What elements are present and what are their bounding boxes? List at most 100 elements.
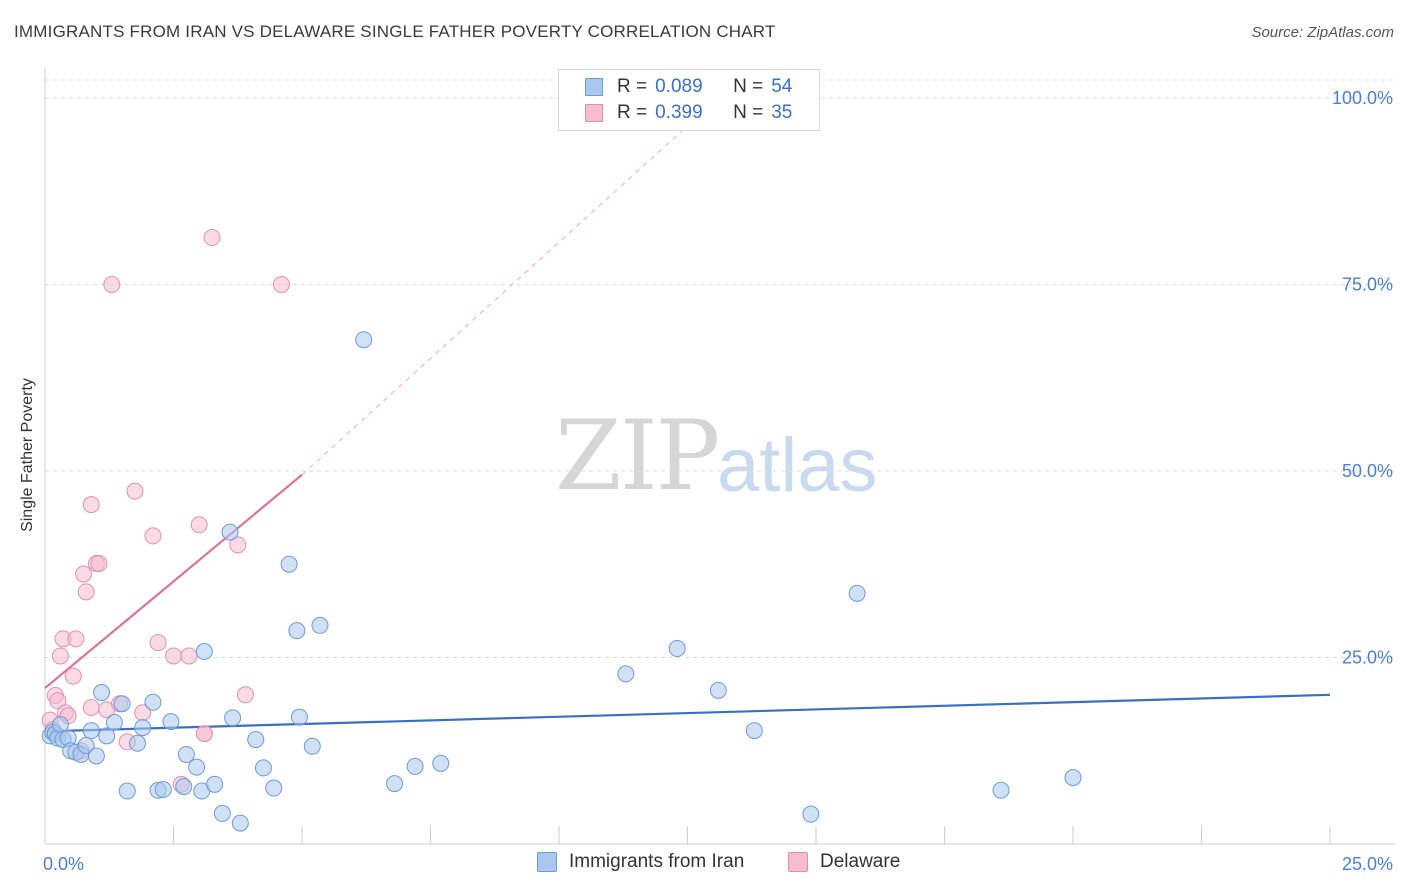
point-iran (745, 722, 763, 740)
axes (44, 68, 1395, 845)
point-iran (288, 622, 306, 640)
point-iran (98, 727, 116, 745)
x-tick-label: 0.0% (43, 854, 84, 874)
point-iran (221, 523, 239, 541)
point-iran (177, 745, 195, 763)
point-delaware (190, 516, 208, 534)
point-delaware (82, 496, 100, 514)
point-iran (118, 782, 136, 800)
data-points (41, 229, 1082, 832)
point-iran (355, 331, 373, 349)
point-iran (802, 805, 820, 823)
point-iran (709, 681, 727, 699)
point-iran (254, 759, 272, 777)
legend-r-value: 0.089 (655, 76, 703, 97)
point-iran (280, 555, 298, 573)
point-iran (206, 775, 224, 793)
point-iran (188, 758, 206, 776)
legend-swatch-delaware (788, 852, 808, 872)
point-delaware (64, 667, 82, 685)
x-tick-label: 25.0% (1342, 854, 1393, 874)
legend-swatch-iran (537, 852, 557, 872)
point-iran (311, 616, 329, 634)
point-iran (175, 778, 193, 796)
point-iran (213, 804, 231, 822)
legend-swatch-delaware (585, 104, 603, 122)
legend-label-iran: Immigrants from Iran (569, 851, 745, 872)
point-delaware (77, 583, 95, 601)
point-delaware (126, 482, 144, 500)
legend-r-label: R = (617, 76, 648, 97)
legend-r-label: R = (617, 102, 648, 123)
legend-label-delaware: Delaware (820, 851, 901, 872)
point-delaware (236, 686, 254, 704)
trend-lines (44, 97, 1331, 733)
point-iran (162, 713, 180, 731)
point-delaware (149, 634, 167, 652)
legend-n-value: 54 (771, 76, 793, 97)
point-delaware (49, 692, 67, 710)
point-iran (105, 713, 123, 731)
point-iran (432, 754, 450, 772)
legend-n-label: N = (733, 102, 764, 123)
point-iran (247, 731, 265, 749)
point-delaware (203, 229, 221, 247)
y-tick-label: 50.0% (1342, 461, 1393, 481)
legend-r-value: 0.399 (655, 102, 703, 123)
point-delaware (195, 725, 213, 743)
point-delaware (103, 276, 121, 293)
trend-line-delaware (44, 473, 303, 689)
point-iran (134, 719, 152, 737)
point-iran (82, 722, 100, 740)
point-iran (129, 734, 147, 752)
point-iran (93, 684, 111, 702)
point-delaware (51, 647, 69, 665)
legend-row-iran: R = 0.089 N = 54 (585, 75, 792, 99)
legend-n-label: N = (733, 76, 764, 97)
legend-n-value: 35 (771, 102, 793, 123)
source-label: Source: ZipAtlas.com (1251, 24, 1394, 41)
y-tick-label: 75.0% (1342, 275, 1393, 295)
point-iran (87, 747, 105, 765)
point-delaware (180, 647, 198, 665)
point-iran (195, 643, 213, 661)
point-iran (144, 693, 162, 711)
point-iran (224, 709, 242, 727)
point-iran (303, 737, 321, 755)
legend-item-iran[interactable]: Immigrants from Iran (537, 851, 744, 873)
legend-swatch-iran (585, 78, 603, 96)
point-delaware (272, 276, 290, 293)
y-tick-label: 25.0% (1342, 648, 1393, 668)
point-iran (1064, 769, 1082, 787)
point-iran (290, 708, 308, 726)
point-iran (992, 781, 1010, 799)
point-iran (668, 640, 686, 658)
point-delaware (90, 555, 108, 573)
series-legend: Immigrants from Iran Delaware (0, 851, 1406, 879)
point-delaware (82, 698, 100, 716)
point-delaware (165, 647, 182, 665)
watermark-atlas: atlas (717, 423, 878, 508)
point-iran (113, 695, 131, 713)
legend-row-delaware: R = 0.399 N = 35 (585, 101, 792, 125)
trend-extension-delaware (301, 97, 719, 476)
point-iran (848, 584, 866, 602)
point-delaware (75, 565, 93, 583)
point-iran (154, 781, 172, 799)
legend-item-delaware[interactable]: Delaware (788, 851, 900, 873)
trend-line-iran (44, 693, 1331, 733)
point-iran (386, 775, 404, 793)
chart-title: IMMIGRANTS FROM IRAN VS DELAWARE SINGLE … (14, 22, 776, 41)
point-iran (617, 665, 635, 683)
point-iran (77, 737, 95, 755)
point-delaware (229, 536, 247, 554)
correlation-legend: R = 0.089 N = 54 R = 0.399 N = 35 (558, 69, 820, 131)
point-delaware (67, 630, 85, 648)
tick-labels: 25.0% 50.0% 75.0% 100.0% 0.0% 25.0% (43, 88, 1393, 874)
point-delaware (144, 527, 162, 545)
watermark-zip: ZIP (555, 400, 720, 512)
point-iran (231, 814, 249, 832)
point-iran (265, 779, 283, 797)
point-iran (406, 757, 424, 775)
